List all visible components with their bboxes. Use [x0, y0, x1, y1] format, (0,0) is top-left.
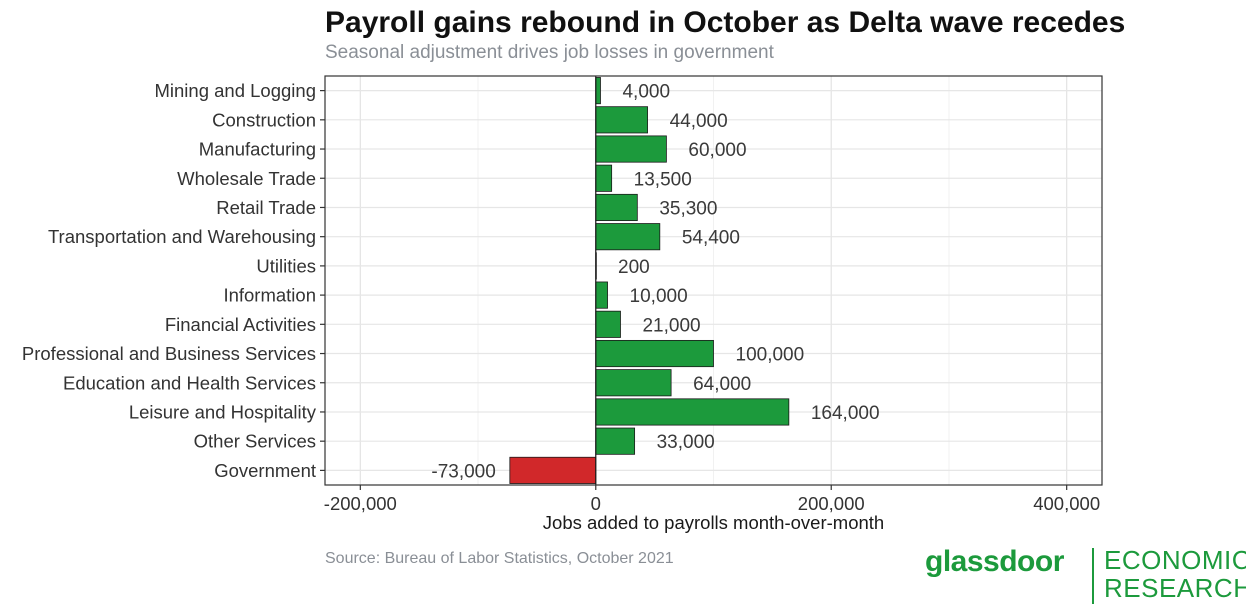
y-tick-label: Wholesale Trade: [177, 168, 316, 189]
bar: [595, 223, 661, 251]
x-axis-label: Jobs added to payrolls month-over-month: [543, 512, 884, 533]
bar: [595, 193, 638, 222]
bar: [595, 339, 714, 368]
value-label: 10,000: [630, 286, 688, 307]
y-tick-label: Leisure and Hospitality: [129, 401, 317, 422]
chart-title: Payroll gains rebound in October as Delt…: [325, 6, 1126, 39]
value-label: 13,500: [634, 169, 692, 190]
value-label: 100,000: [736, 345, 805, 366]
brand-unit-line2: RESEARCH: [1104, 573, 1246, 603]
bar: [595, 427, 636, 455]
value-label: 164,000: [811, 403, 880, 424]
value-label: 35,300: [659, 198, 717, 219]
bar: [595, 398, 790, 426]
value-label: -73,000: [431, 461, 495, 482]
x-tick-label: 0: [591, 493, 601, 514]
bar: [595, 135, 667, 163]
bar: [595, 77, 601, 105]
y-tick-label: Manufacturing: [199, 139, 316, 160]
y-tick-label: Financial Activities: [165, 314, 316, 335]
brand-unit-line1: ECONOMIC: [1104, 545, 1246, 575]
bar: [595, 164, 613, 192]
axes: Mining and Logging Construction Manufactur…: [22, 75, 1103, 533]
bar: [595, 281, 608, 309]
y-tick-label: Information: [223, 285, 316, 306]
value-label: 44,000: [670, 111, 728, 132]
value-label: 21,000: [642, 315, 700, 336]
value-label: 60,000: [688, 140, 746, 161]
brand-unit: ECONOMIC RESEARCH: [1104, 546, 1246, 602]
y-tick-label: Government: [214, 460, 316, 481]
brand-logo: glassdoor: [925, 545, 1064, 578]
y-tick-label: Utilities: [256, 255, 316, 276]
bar: [595, 106, 648, 134]
bar: [509, 456, 597, 484]
x-tick-label: -200,000: [324, 493, 397, 514]
bar: [595, 310, 621, 338]
y-tick-label: Education and Health Services: [63, 372, 316, 393]
y-tick-label: Transportation and Warehousing: [48, 226, 316, 247]
y-tick-label: Other Services: [194, 431, 316, 452]
value-label: 4,000: [622, 82, 670, 103]
chart-subtitle: Seasonal adjustment drives job losses in…: [325, 42, 774, 63]
value-label: 64,000: [693, 374, 751, 395]
x-tick-label: 400,000: [1033, 493, 1100, 514]
x-tick-label: 200,000: [798, 493, 865, 514]
y-tick-label: Mining and Logging: [155, 80, 317, 101]
y-tick-label: Construction: [212, 109, 316, 130]
value-label: 200: [618, 257, 650, 278]
y-tick-label: Professional and Business Services: [22, 343, 316, 364]
brand-divider: [1092, 548, 1094, 604]
plot-border: [324, 75, 1103, 486]
value-label: 33,000: [657, 432, 715, 453]
source-note: Source: Bureau of Labor Statistics, Octo…: [325, 550, 674, 567]
value-label: 54,400: [682, 228, 740, 249]
bar: [595, 369, 672, 397]
y-tick-label: Retail Trade: [216, 197, 316, 218]
